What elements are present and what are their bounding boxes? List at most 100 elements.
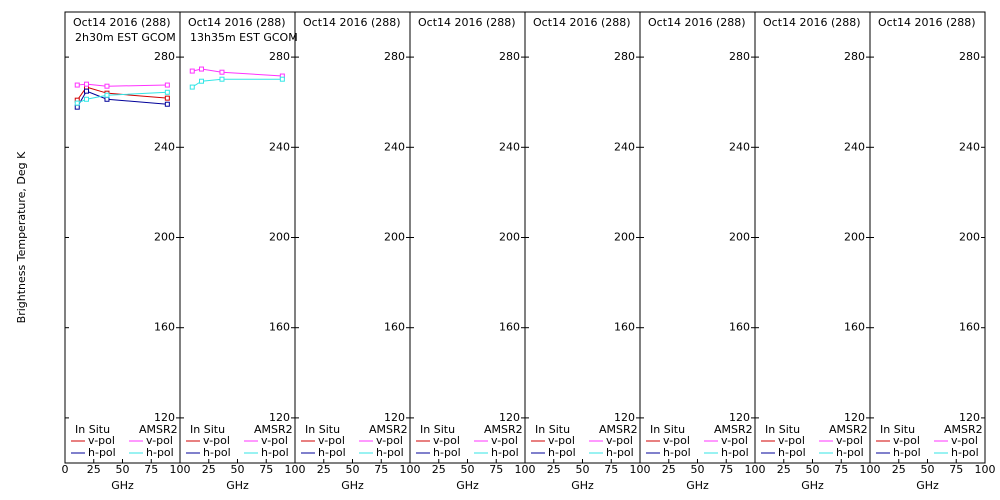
x-tick-label: 75: [144, 463, 158, 476]
x-axis-label: GHz: [686, 479, 709, 492]
legend-label: h-pol: [548, 446, 576, 459]
panel-title: Oct14 2016 (288): [418, 16, 516, 29]
y-tick-label: 160: [154, 321, 175, 334]
y-tick-label: 240: [499, 140, 520, 153]
x-tick-label: 50: [691, 463, 705, 476]
legend-label: v-pol: [203, 434, 230, 447]
x-tick-label: 75: [719, 463, 733, 476]
legend-group: In Situ: [75, 423, 110, 436]
legend-group: In Situ: [535, 423, 570, 436]
y-tick-label: 200: [154, 231, 175, 244]
point-marker: [74, 100, 80, 106]
panel-title: Oct14 2016 (288): [648, 16, 746, 29]
x-tick-label: 25: [777, 463, 791, 476]
y-tick-label: 240: [959, 140, 980, 153]
legend-group: AMSR2: [139, 423, 178, 436]
point-marker: [84, 96, 90, 102]
y-tick-label: 120: [269, 411, 290, 424]
x-tick-label: 50: [231, 463, 245, 476]
y-tick-label: 160: [384, 321, 405, 334]
x-tick-label: 75: [949, 463, 963, 476]
y-tick-label: 120: [959, 411, 980, 424]
x-tick-label: 25: [202, 463, 216, 476]
x-axis-label: GHz: [801, 479, 824, 492]
legend-group: AMSR2: [714, 423, 753, 436]
legend-label: h-pol: [778, 446, 806, 459]
legend-label: v-pol: [491, 434, 518, 447]
x-tick-label: 100: [400, 463, 421, 476]
x-tick-label: 25: [317, 463, 331, 476]
legend-label: h-pol: [491, 446, 519, 459]
point-marker: [189, 68, 195, 74]
x-tick-label: 100: [860, 463, 881, 476]
y-tick-label: 160: [614, 321, 635, 334]
panel-subtitle: 13h35m EST GCOM: [190, 31, 298, 44]
legend-label: h-pol: [261, 446, 289, 459]
y-tick-label: 280: [154, 50, 175, 63]
y-tick-label: 160: [844, 321, 865, 334]
legend-label: v-pol: [951, 434, 978, 447]
y-tick-label: 200: [729, 231, 750, 244]
y-tick-label: 160: [959, 321, 980, 334]
series-line: [76, 86, 168, 101]
series-line: [191, 78, 283, 88]
legend-label: h-pol: [433, 446, 461, 459]
point-marker: [74, 82, 80, 88]
legend-label: h-pol: [721, 446, 749, 459]
legend-group: In Situ: [305, 423, 340, 436]
point-marker: [199, 78, 205, 84]
point-marker: [164, 82, 170, 88]
x-tick-label: 75: [604, 463, 618, 476]
x-tick-label: 100: [515, 463, 536, 476]
point-marker: [279, 76, 285, 82]
panel-title: Oct14 2016 (288): [533, 16, 631, 29]
y-tick-label: 200: [384, 231, 405, 244]
x-tick-label: 100: [630, 463, 651, 476]
y-tick-label: 200: [844, 231, 865, 244]
x-axis-label: GHz: [571, 479, 594, 492]
legend-label: h-pol: [606, 446, 634, 459]
y-tick-label: 240: [154, 140, 175, 153]
x-tick-label: 25: [547, 463, 561, 476]
point-marker: [164, 89, 170, 95]
y-tick-label: 280: [499, 50, 520, 63]
y-tick-label: 200: [614, 231, 635, 244]
legend-label: v-pol: [146, 434, 173, 447]
legend-label: h-pol: [376, 446, 404, 459]
x-tick-label: 100: [975, 463, 996, 476]
legend-group: AMSR2: [254, 423, 293, 436]
legend-label: v-pol: [778, 434, 805, 447]
y-tick-label: 200: [269, 231, 290, 244]
x-tick-label: 50: [921, 463, 935, 476]
x-tick-label: 100: [170, 463, 191, 476]
legend-group: In Situ: [880, 423, 915, 436]
x-tick-label: 25: [432, 463, 446, 476]
x-tick-label: 75: [834, 463, 848, 476]
x-tick-label: 75: [374, 463, 388, 476]
y-tick-label: 280: [384, 50, 405, 63]
x-tick-label: 50: [806, 463, 820, 476]
y-tick-label: 120: [844, 411, 865, 424]
point-marker: [199, 66, 205, 72]
legend-label: v-pol: [261, 434, 288, 447]
x-tick-label: 100: [745, 463, 766, 476]
legend-group: In Situ: [190, 423, 225, 436]
x-tick-label: 0: [62, 463, 69, 476]
panel-title: Oct14 2016 (288): [188, 16, 286, 29]
legend-label: v-pol: [318, 434, 345, 447]
legend-group: AMSR2: [484, 423, 523, 436]
x-tick-label: 25: [662, 463, 676, 476]
point-marker: [219, 76, 225, 82]
x-axis-label: GHz: [226, 479, 249, 492]
x-axis-label: GHz: [456, 479, 479, 492]
y-tick-label: 240: [269, 140, 290, 153]
y-tick-label: 280: [844, 50, 865, 63]
x-axis-label: GHz: [341, 479, 364, 492]
point-marker: [104, 92, 110, 98]
legend-label: v-pol: [663, 434, 690, 447]
legend-group: AMSR2: [829, 423, 868, 436]
legend-group: In Situ: [650, 423, 685, 436]
legend-label: v-pol: [88, 434, 115, 447]
panel-subtitle: 2h30m EST GCOM: [75, 31, 176, 44]
x-tick-label: 25: [87, 463, 101, 476]
